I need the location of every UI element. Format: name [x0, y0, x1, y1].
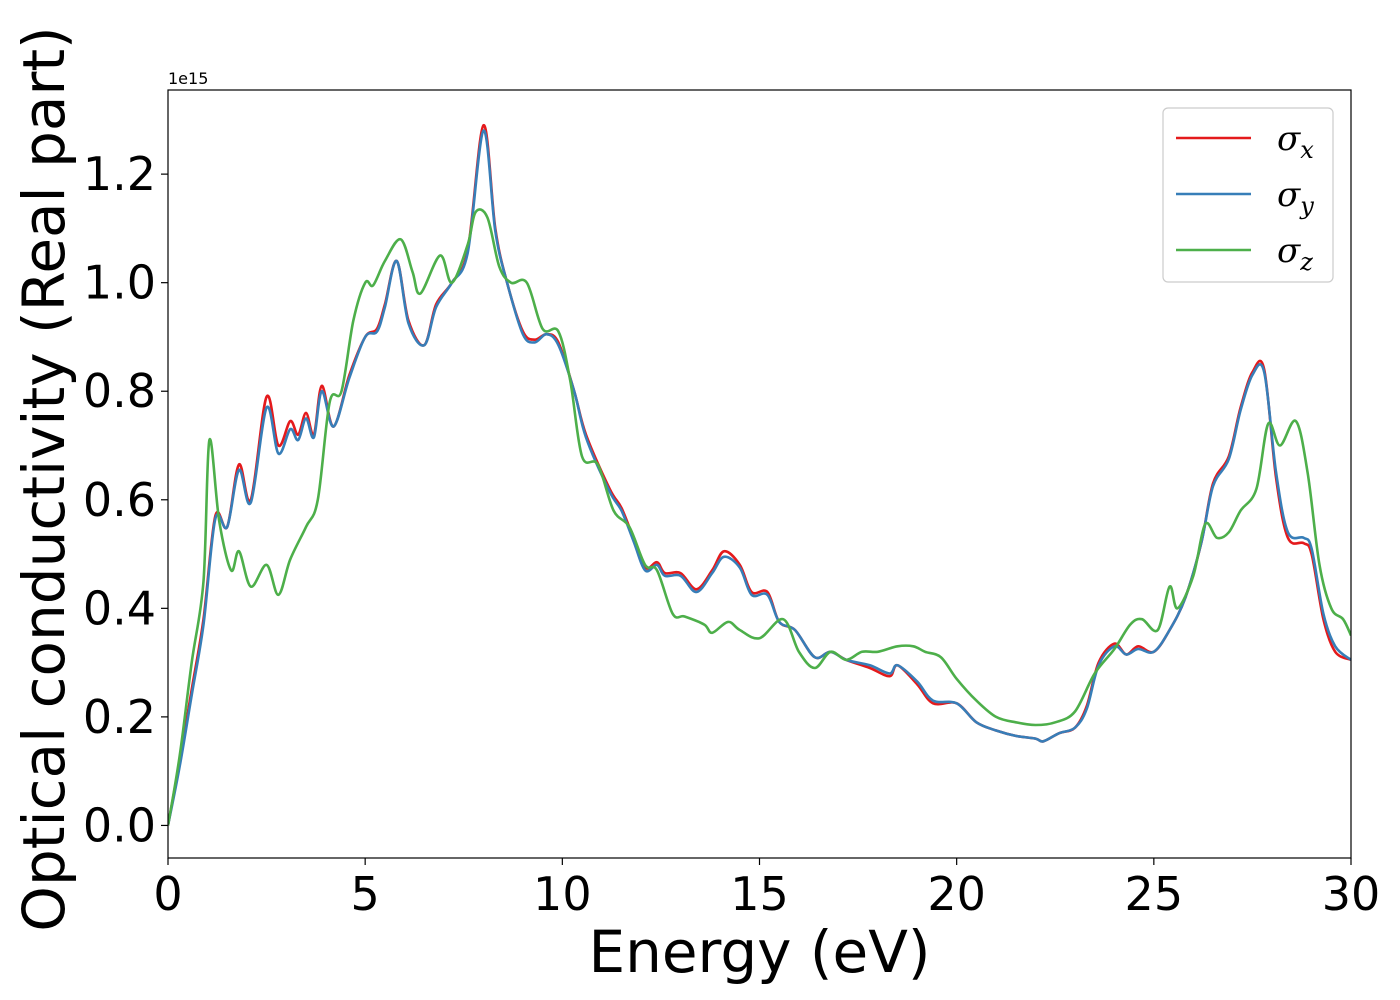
x-tick-label: 15 [730, 867, 789, 921]
legend: σx σy σz [1162, 107, 1334, 283]
legend-label-y: σy [1277, 175, 1314, 220]
y-offset-label: 1e15 [168, 69, 208, 88]
series-line-z [168, 208, 1351, 826]
y-tick-label: 1.2 [83, 147, 156, 201]
legend-label-x: σx [1277, 119, 1314, 164]
x-axis: 0 5 10 15 20 25 30 [153, 858, 1380, 921]
y-tick-label: 1.0 [83, 256, 156, 310]
x-axis-label: Energy (eV) [588, 918, 930, 986]
y-tick-label: 0.6 [83, 473, 156, 527]
y-tick-label: 0.2 [83, 690, 156, 744]
y-tick-label: 0.0 [83, 798, 156, 852]
x-tick-label: 10 [533, 867, 592, 921]
series-line-y [168, 129, 1351, 826]
y-axis-label: Optical conductivity (Real part) [10, 26, 78, 931]
y-tick-label: 0.8 [83, 364, 156, 418]
y-tick-label: 0.4 [83, 581, 156, 635]
series-layer [168, 123, 1351, 826]
legend-label-z: σz [1277, 231, 1313, 276]
x-tick-label: 25 [1125, 867, 1184, 921]
x-tick-label: 5 [351, 867, 380, 921]
plot-area [167, 89, 1352, 859]
y-axis: 0.0 0.2 0.4 0.6 0.8 1.0 1.2 [83, 147, 168, 852]
x-tick-label: 20 [927, 867, 986, 921]
x-tick-label: 30 [1322, 867, 1381, 921]
x-tick-label: 0 [153, 867, 182, 921]
